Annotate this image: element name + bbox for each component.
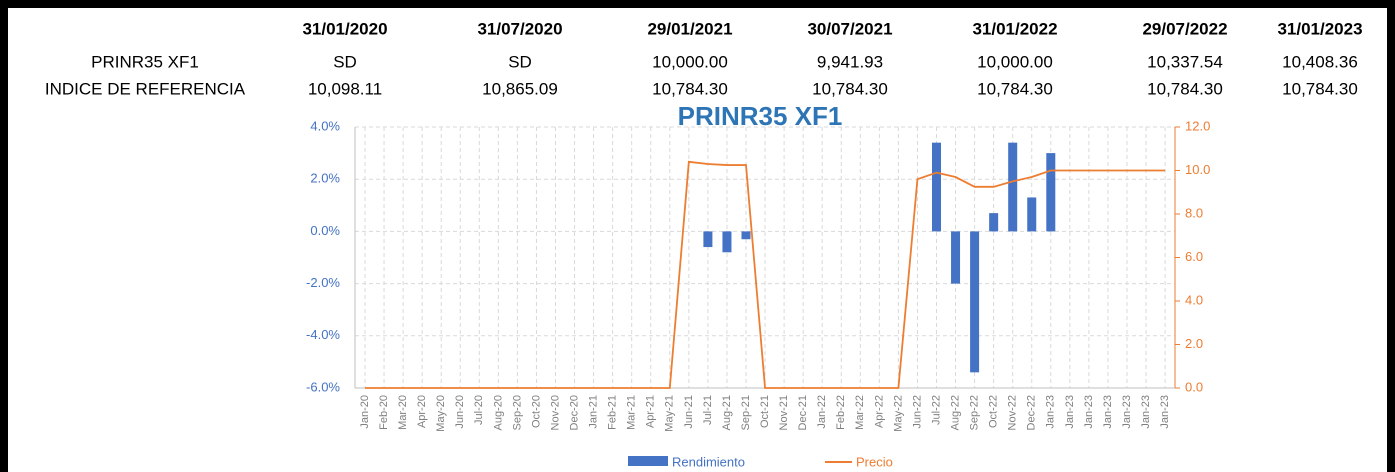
x-tick-label: Aug-20	[492, 395, 504, 430]
bar	[932, 142, 941, 232]
x-tick-label: Jan-23	[1064, 395, 1076, 429]
table-cell: 10,784.30	[812, 79, 888, 98]
x-tick-label: Jun-20	[454, 395, 466, 429]
x-tick-label: Jan-23	[1045, 395, 1057, 429]
y-tick-label: -6.0%	[306, 379, 340, 394]
table-cell: 10,784.30	[652, 79, 728, 98]
table-cell: INDICE DE REFERENCIA	[45, 79, 246, 98]
y2-tick-label: 6.0	[1185, 249, 1203, 264]
bar	[989, 213, 999, 232]
x-tick-label: Dec-20	[568, 395, 580, 430]
table-cell: 10,337.54	[1147, 52, 1223, 71]
x-tick-label: Dec-22	[1026, 395, 1038, 430]
y-tick-label: -2.0%	[306, 275, 340, 290]
bar	[970, 231, 980, 373]
table-cell: 10,408.36	[1282, 52, 1358, 71]
column-header: 29/01/2021	[647, 19, 732, 38]
x-tick-label: Jan-23	[1159, 395, 1171, 429]
bar	[703, 231, 713, 248]
bar	[1046, 153, 1056, 232]
table-cell: 10,098.11	[308, 79, 382, 98]
table-cell: 10,865.09	[482, 79, 558, 98]
table-cell: 9,941.93	[817, 52, 883, 71]
x-tick-label: May-20	[435, 395, 447, 432]
column-header: 30/07/2021	[807, 19, 892, 38]
x-tick-label: Oct-20	[530, 395, 542, 428]
table-cell: SD	[508, 52, 532, 71]
y-tick-label: 4.0%	[310, 118, 340, 133]
x-tick-label: Nov-20	[549, 395, 561, 430]
x-tick-label: Jul-21	[702, 395, 714, 425]
column-header: 31/01/2022	[972, 19, 1057, 38]
x-tick-label: Jul-22	[930, 395, 942, 425]
legend-swatch	[628, 456, 668, 466]
bar	[722, 231, 732, 253]
bar	[1008, 142, 1018, 232]
x-tick-label: Dec-21	[797, 395, 809, 430]
y2-tick-label: 10.0	[1185, 162, 1210, 177]
x-tick-label: Sep-21	[740, 395, 752, 430]
x-tick-label: Jun-22	[911, 395, 923, 429]
table-cell: SD	[333, 52, 357, 71]
x-tick-label: Mar-20	[397, 395, 409, 430]
x-tick-label: May-22	[892, 395, 904, 432]
bar	[741, 231, 751, 240]
column-header: 29/07/2022	[1142, 19, 1227, 38]
y-tick-label: 0.0%	[310, 223, 340, 238]
x-tick-label: Jan-22	[816, 395, 828, 429]
x-tick-label: Jan-23	[1102, 395, 1114, 429]
table-cell: 10,784.30	[1147, 79, 1223, 98]
x-tick-label: Feb-21	[607, 395, 619, 430]
chart-title: PRINR35 XF1	[678, 101, 843, 131]
x-tick-label: Jan-20	[359, 395, 371, 429]
sheet	[8, 8, 1387, 472]
table-cell: 10,784.30	[1282, 79, 1358, 98]
x-tick-label: Apr-22	[873, 395, 885, 428]
x-tick-label: May-21	[664, 395, 676, 432]
legend-label: Rendimiento	[672, 454, 745, 469]
x-tick-label: Apr-21	[645, 395, 657, 428]
x-tick-label: Jan-23	[1140, 395, 1152, 429]
x-tick-label: Oct-22	[988, 395, 1000, 428]
x-tick-label: Feb-20	[378, 395, 390, 430]
y-tick-label: -4.0%	[306, 327, 340, 342]
x-tick-label: Aug-21	[721, 395, 733, 430]
x-tick-label: Jan-21	[588, 395, 600, 429]
x-tick-label: Sep-20	[511, 395, 523, 430]
legend-label: Precio	[856, 454, 893, 469]
y2-tick-label: 8.0	[1185, 205, 1203, 220]
table-cell: 10,000.00	[652, 52, 728, 71]
table-cell: PRINR35 XF1	[91, 52, 199, 71]
y2-tick-label: 12.0	[1185, 118, 1210, 133]
x-tick-label: Oct-21	[759, 395, 771, 428]
x-tick-label: Jun-21	[683, 395, 695, 429]
line	[365, 160, 1166, 389]
x-tick-label: Apr-20	[416, 395, 428, 428]
x-tick-label: Nov-21	[778, 395, 790, 430]
bar	[1027, 197, 1037, 232]
x-tick-label: Nov-22	[1007, 395, 1019, 430]
x-tick-label: Jan-23	[1083, 395, 1095, 429]
y2-tick-label: 4.0	[1185, 292, 1203, 307]
x-tick-label: Jul-20	[473, 395, 485, 425]
x-tick-label: Feb-22	[835, 395, 847, 430]
x-tick-label: Jan-23	[1121, 395, 1133, 429]
x-tick-label: Mar-21	[626, 395, 638, 430]
column-header: 31/01/2020	[302, 19, 387, 38]
x-tick-label: Aug-22	[949, 395, 961, 430]
y2-tick-label: 0.0	[1185, 379, 1203, 394]
x-tick-label: Sep-22	[969, 395, 981, 430]
y-tick-label: 2.0%	[310, 171, 340, 186]
y2-tick-label: 2.0	[1185, 336, 1203, 351]
x-tick-label: Mar-22	[854, 395, 866, 430]
bar	[951, 231, 961, 284]
table-cell: 10,000.00	[977, 52, 1053, 71]
table-cell: 10,784.30	[977, 79, 1053, 98]
column-header: 31/07/2020	[477, 19, 562, 38]
column-header: 31/01/2023	[1277, 19, 1362, 38]
